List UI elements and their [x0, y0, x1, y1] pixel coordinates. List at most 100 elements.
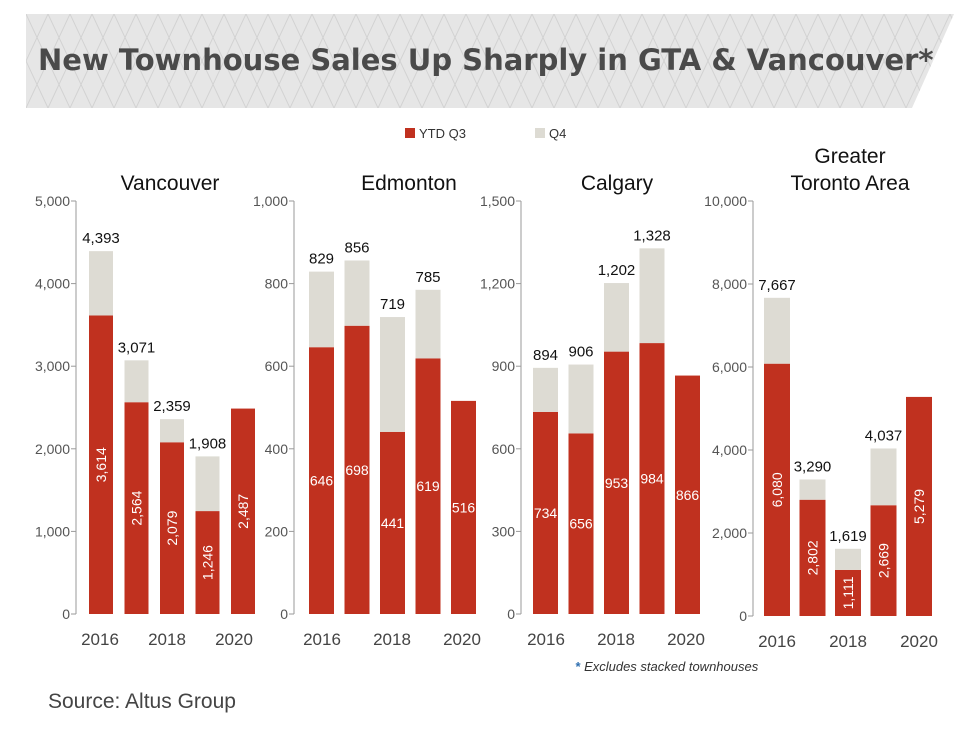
bar-q4-2016	[533, 367, 558, 412]
x-tick-label: 2016	[81, 630, 119, 649]
panel-title-2: Edmonton	[361, 172, 457, 195]
bar-ytd-2016	[764, 363, 790, 616]
source-text: Source: Altus Group	[48, 690, 236, 713]
bar-value-label-2019: 1,246	[200, 545, 216, 580]
bar-ytd-2017	[568, 433, 594, 614]
bar-value-label-2020: 2,487	[235, 494, 251, 529]
bar-ytd-2019	[195, 511, 220, 614]
x-tick-label: 2018	[373, 630, 411, 649]
total-label-2019: 785	[415, 269, 440, 286]
bar-ytd-2018	[604, 351, 629, 614]
bar-value-label-2017: 2,802	[805, 540, 821, 575]
total-label-2018: 1,619	[829, 528, 867, 545]
panel-1: Vancouver 0 1,000 2,000 3,000 4,000 5,000 4,393…	[35, 172, 255, 649]
bar-q4-2016	[309, 271, 334, 348]
bar-q4-2016	[89, 251, 113, 316]
y-tick-label: 3,000	[35, 358, 70, 374]
panel-4: Greater Toronto Area 0 2,000 4,000 6,000 8,000…	[704, 145, 938, 651]
bar-q4-2016	[764, 297, 790, 364]
bar-q4-2019	[639, 248, 665, 344]
x-tick-label: 2020	[900, 632, 938, 651]
bar-value-label-2016: 646	[310, 473, 334, 489]
total-label-2016: 4,393	[82, 230, 120, 247]
bar-value-label-2017: 656	[569, 516, 593, 532]
bar-ytd-2018	[380, 431, 405, 614]
y-tick-label: 0	[739, 608, 747, 624]
bar-ytd-2017	[344, 325, 370, 614]
y-tick-label: 4,000	[35, 276, 70, 292]
total-label-2019: 1,328	[633, 227, 671, 244]
legend-label-ytd: YTD Q3	[419, 126, 466, 141]
x-tick-label: 2018	[597, 630, 635, 649]
y-tick-label: 4,000	[712, 442, 747, 458]
total-label-2018: 1,202	[598, 262, 636, 279]
panel-title-1: Vancouver	[121, 172, 220, 195]
bar-q4-2017	[799, 479, 826, 500]
panel-2: Edmonton 0 200 400 600 800 1,000 829 646 856 698 71…	[253, 172, 481, 649]
x-tick-label: 2016	[527, 630, 565, 649]
y-tick-label: 1,000	[35, 523, 70, 539]
bar-value-label-2016: 3,614	[93, 447, 109, 482]
bar-value-label-2019: 984	[640, 471, 664, 487]
bar-ytd-2017	[799, 499, 826, 616]
bar-ytd-2016	[533, 411, 558, 614]
bar-ytd-2016	[309, 347, 334, 614]
bar-value-label-2018: 1,111	[840, 576, 856, 609]
total-label-2017: 906	[568, 344, 593, 361]
panel-title-4-line-2: Toronto Area	[790, 172, 909, 195]
bar-ytd-2020	[451, 400, 476, 614]
panel-title-3: Calgary	[581, 172, 654, 195]
total-label-2016: 829	[309, 251, 334, 268]
x-tick-label: 2020	[443, 630, 481, 649]
bar-q4-2017	[124, 360, 149, 403]
bar-q4-2019	[870, 448, 897, 506]
bar-ytd-2020	[906, 396, 932, 616]
bar-value-label-2017: 698	[345, 462, 369, 478]
y-tick-label: 900	[492, 358, 516, 374]
title-banner: New Townhouse Sales Up Sharply in GTA & …	[26, 14, 954, 108]
y-tick-label: 400	[265, 441, 289, 457]
total-label-2017: 3,071	[118, 339, 156, 356]
x-tick-label: 2016	[758, 632, 796, 651]
bar-value-label-2018: 953	[605, 475, 629, 491]
bar-value-label-2018: 2,079	[164, 510, 180, 545]
y-tick-label: 0	[280, 606, 288, 622]
x-tick-label: 2016	[303, 630, 341, 649]
y-tick-label: 1,500	[480, 193, 515, 209]
y-tick-label: 0	[507, 606, 515, 622]
bar-q4-2018	[835, 548, 861, 570]
bar-q4-2018	[604, 283, 629, 352]
y-tick-label: 6,000	[712, 359, 747, 375]
y-tick-label: 1,200	[480, 276, 515, 292]
x-tick-label: 2020	[667, 630, 705, 649]
bar-value-label-2019: 619	[416, 478, 440, 494]
y-tick-label: 600	[492, 441, 516, 457]
bar-value-label-2017: 2,564	[129, 490, 145, 525]
panel-title-4-line-1: Greater	[814, 145, 885, 168]
bar-q4-2017	[344, 260, 370, 326]
bar-value-label-2020: 516	[452, 499, 476, 515]
y-tick-label: 2,000	[35, 441, 70, 457]
bar-value-label-2020: 866	[676, 487, 700, 503]
footnote: * Excludes stacked townhouses	[575, 659, 759, 674]
x-tick-label: 2018	[148, 630, 186, 649]
bar-q4-2019	[195, 456, 220, 512]
bar-q4-2018	[160, 419, 184, 443]
total-label-2017: 856	[344, 239, 369, 256]
y-tick-label: 0	[62, 606, 70, 622]
bar-ytd-2016	[89, 315, 113, 614]
y-tick-label: 10,000	[704, 193, 747, 209]
bar-ytd-2020	[675, 375, 700, 614]
y-tick-label: 5,000	[35, 193, 70, 209]
total-label-2019: 4,037	[865, 427, 903, 444]
y-tick-label: 8,000	[712, 276, 747, 292]
bar-value-label-2020: 5,279	[911, 489, 927, 524]
y-tick-label: 1,000	[253, 193, 288, 209]
y-tick-label: 800	[265, 276, 289, 292]
bar-ytd-2020	[231, 408, 255, 614]
bar-ytd-2018	[160, 442, 184, 614]
bar-q4-2019	[415, 289, 441, 359]
x-tick-label: 2020	[215, 630, 253, 649]
legend-swatch-ytd	[405, 128, 415, 138]
